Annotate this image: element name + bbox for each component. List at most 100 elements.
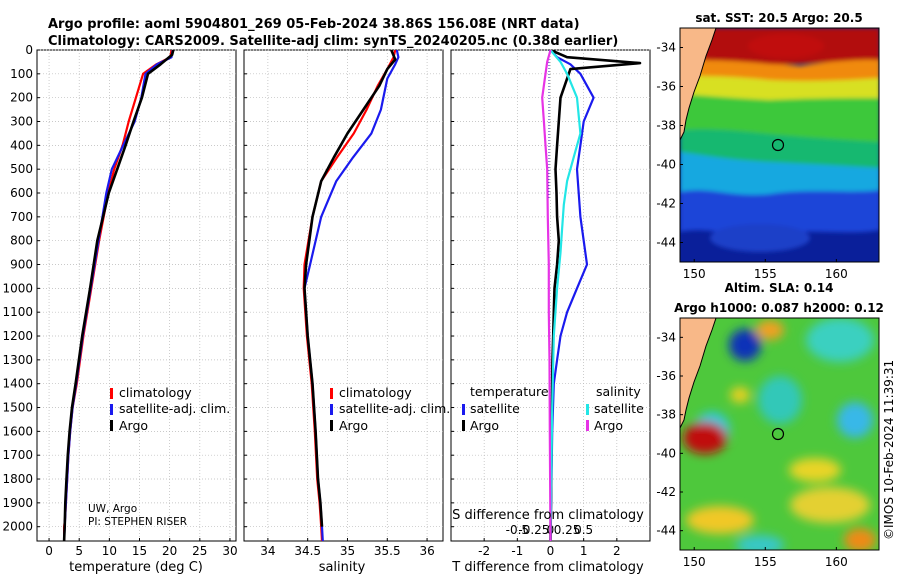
s-x-tick-label: 0.25 <box>554 523 581 537</box>
sst-warm-core <box>748 34 824 58</box>
sst-band-blue <box>680 188 879 235</box>
salinity-legend: climatology satellite-adj. clim. Argo <box>330 385 450 433</box>
depth-tick-label: 1800 <box>2 472 33 486</box>
series-line-salinity-satellite <box>549 50 582 541</box>
sst-coastline-land <box>680 28 717 141</box>
sst-map-ticks: 150 155 160 -34 -36 -38 -40 -42 -44 <box>656 41 847 282</box>
sla-blob <box>790 487 870 523</box>
sst-argo-marker <box>771 138 785 152</box>
x-tick-label: -1 <box>511 544 523 558</box>
difference-legend-salinity: salinity satellite Argo <box>586 384 644 433</box>
depth-tick-label: 500 <box>10 162 33 176</box>
legend-label-climatology: climatology <box>339 385 412 400</box>
x-tick-label: 5 <box>75 544 83 558</box>
sla-blob <box>729 329 761 361</box>
depth-tick-label: 100 <box>10 67 33 81</box>
temperature-depth-ticks: 0 100 200 300 400 500 600 700 800 900 1000 1100 1200… <box>2 43 33 534</box>
map-y-tick-label: -34 <box>656 41 676 55</box>
legend-label-climatology: climatology <box>119 385 192 400</box>
temperature-series <box>62 50 175 541</box>
depth-tick-label: 800 <box>10 234 33 248</box>
sla-blob <box>789 458 841 482</box>
sst-band-cyan <box>680 150 879 195</box>
legend-label-s-satellite: satellite <box>594 401 644 416</box>
figure-title-line2: Climatology: CARS2009. Satellite-adj cli… <box>48 34 618 49</box>
x-tick-label: -2 <box>478 544 490 558</box>
series-line-argo <box>62 50 175 541</box>
temperature-x-ticks: 0 5 10 15 20 25 30 <box>45 538 238 558</box>
sla-blobs <box>683 318 876 550</box>
legend-swatch-satellite <box>110 404 113 415</box>
sst-map-title: sat. SST: 20.5 Argo: 20.5 <box>695 11 862 25</box>
difference-panel: -2 -1 0 1 2 -0.5-0.250 0.250.5 T difference f… <box>450 49 651 575</box>
depth-tick-label: 600 <box>10 186 33 200</box>
depth-tick-label: 1100 <box>2 305 33 319</box>
difference-s-x-ticks: -0.5-0.250 0.250.5 <box>506 523 594 537</box>
x-tick-label: 25 <box>192 544 207 558</box>
legend-swatch-argo <box>110 420 113 431</box>
x-tick-label: 35 <box>340 544 355 558</box>
legend-swatch-s-argo <box>586 420 589 431</box>
x-tick-label: 35.5 <box>374 544 401 558</box>
map-y-tick-label: -40 <box>656 158 676 172</box>
series-line-temperature-satellite <box>549 50 595 541</box>
sla-map-title-line2: Argo h1000: 0.087 h2000: 0.12 <box>674 301 884 315</box>
map-y-tick-label: -38 <box>656 408 676 422</box>
figure-title-line1: Argo profile: aoml 5904801_269 05-Feb-20… <box>48 17 580 32</box>
x-tick-label: 34 <box>260 544 275 558</box>
legend-title-temperature: temperature <box>470 384 549 399</box>
sla-map: Altim. SLA: 0.14 Argo h1000: 0.087 h2000… <box>656 281 884 569</box>
legend-swatch-t-argo <box>462 420 465 431</box>
map-x-tick-label: 150 <box>683 555 706 569</box>
x-tick-label: 0 <box>45 544 53 558</box>
legend-swatch-climatology <box>110 388 113 399</box>
depth-tick-label: 1700 <box>2 448 33 462</box>
x-tick-label: 10 <box>102 544 117 558</box>
depth-tick-label: 1000 <box>2 281 33 295</box>
map-y-tick-label: -34 <box>656 330 676 344</box>
sla-coastline-land <box>680 318 717 429</box>
map-y-tick-label: -42 <box>656 197 676 211</box>
difference-xlabel: T difference from climatology <box>451 560 644 575</box>
legend-swatch-climatology <box>330 388 333 399</box>
s-x-tick-label: -0.5 <box>506 523 529 537</box>
x-tick-label: 20 <box>162 544 177 558</box>
temperature-xlabel: temperature (deg C) <box>69 560 203 575</box>
attribution-line2: PI: STEPHEN RISER <box>88 516 187 528</box>
legend-label-t-satellite: satellite <box>470 401 520 416</box>
sla-field <box>680 318 879 550</box>
x-tick-label: 34.5 <box>294 544 321 558</box>
depth-tick-label: 1400 <box>2 377 33 391</box>
map-x-tick-label: 160 <box>825 555 848 569</box>
depth-tick-label: 1200 <box>2 329 33 343</box>
depth-tick-label: 700 <box>10 210 33 224</box>
sst-field <box>680 28 879 262</box>
map-y-tick-label: -44 <box>656 236 676 250</box>
depth-tick-label: 1900 <box>2 496 33 510</box>
sla-map-frame <box>679 317 880 551</box>
salinity-panel: 34 34.5 35 35.5 36 salinity climatology sate… <box>243 49 450 575</box>
depth-tick-label: 1600 <box>2 424 33 438</box>
map-x-tick-label: 155 <box>754 555 777 569</box>
difference-x2label: S difference from climatology <box>452 508 644 523</box>
difference-grid <box>451 49 650 541</box>
map-y-tick-label: -42 <box>656 485 676 499</box>
depth-tick-label: 0 <box>25 43 33 57</box>
map-y-tick-label: -36 <box>656 369 676 383</box>
x-tick-label: 2 <box>613 544 621 558</box>
map-y-tick-label: -36 <box>656 80 676 94</box>
legend-label-argo: Argo <box>119 418 148 433</box>
depth-tick-label: 400 <box>10 138 33 152</box>
map-x-tick-label: 155 <box>754 267 777 281</box>
depth-tick-label: 200 <box>10 91 33 105</box>
x-tick-label: 30 <box>222 544 237 558</box>
salinity-axes-frame <box>243 49 444 542</box>
sla-blob <box>756 320 784 340</box>
sla-blob <box>686 506 754 534</box>
sla-blob <box>730 387 750 403</box>
sst-bands <box>680 28 879 252</box>
depth-tick-label: 300 <box>10 115 33 129</box>
s-x-tick-label: 0.5 <box>574 523 593 537</box>
legend-swatch-satellite <box>330 404 333 415</box>
x-tick-label: 15 <box>132 544 147 558</box>
